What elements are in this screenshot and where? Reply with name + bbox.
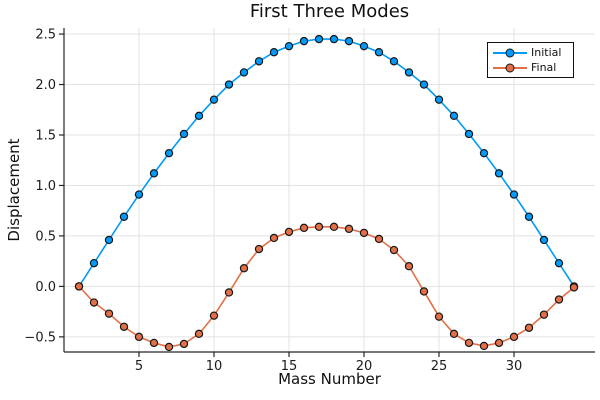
data-point-initial bbox=[539, 235, 549, 245]
legend: Initial Final bbox=[487, 42, 574, 78]
data-point-final bbox=[494, 338, 504, 348]
data-point-initial bbox=[284, 41, 294, 51]
data-point-initial bbox=[239, 68, 249, 77]
data-point-final bbox=[329, 222, 339, 232]
data-point-final bbox=[539, 310, 549, 319]
data-point-initial bbox=[449, 111, 459, 121]
x-axis-label: Mass Number bbox=[278, 370, 381, 388]
legend-marker-final-icon bbox=[493, 61, 527, 74]
legend-label: Initial bbox=[531, 46, 562, 59]
data-point-initial bbox=[374, 48, 384, 57]
data-point-initial bbox=[194, 111, 204, 121]
data-point-initial bbox=[554, 258, 564, 268]
data-point-final bbox=[224, 288, 234, 297]
data-point-final bbox=[164, 342, 174, 352]
data-point-final bbox=[419, 287, 429, 296]
y-tick-label: 0.5 bbox=[35, 229, 56, 244]
y-tick-label: −0.5 bbox=[24, 330, 56, 345]
data-point-final bbox=[104, 309, 114, 318]
data-point-initial bbox=[179, 129, 189, 139]
data-point-initial bbox=[254, 57, 264, 66]
data-point-final bbox=[524, 323, 534, 332]
data-point-initial bbox=[494, 169, 504, 178]
data-point-initial bbox=[344, 36, 354, 46]
data-point-final bbox=[569, 283, 579, 292]
data-point-final bbox=[194, 329, 204, 339]
data-point-initial bbox=[509, 190, 519, 199]
data-point-final bbox=[179, 339, 189, 349]
data-point-initial bbox=[119, 212, 129, 221]
data-point-initial bbox=[134, 190, 144, 199]
data-point-initial bbox=[224, 80, 234, 89]
legend-marker-initial-icon bbox=[493, 46, 527, 59]
data-point-final bbox=[74, 282, 84, 291]
chart-title: First Three Modes bbox=[249, 1, 410, 22]
legend-item-final: Final bbox=[493, 61, 568, 74]
series-line-initial bbox=[78, 38, 575, 287]
data-point-initial bbox=[329, 34, 339, 44]
data-point-final bbox=[209, 311, 219, 320]
x-tick-label: 5 bbox=[135, 359, 143, 374]
data-point-final bbox=[509, 332, 519, 342]
data-point-final bbox=[389, 245, 399, 255]
y-tick-label: 2.5 bbox=[35, 28, 56, 43]
data-point-final bbox=[284, 227, 294, 237]
data-point-initial bbox=[389, 57, 399, 66]
data-point-initial bbox=[89, 258, 99, 268]
data-point-final bbox=[89, 298, 99, 307]
x-tick-label: 15 bbox=[281, 359, 298, 374]
data-point-initial bbox=[359, 41, 369, 51]
data-point-initial bbox=[104, 235, 114, 245]
data-point-final bbox=[344, 224, 354, 234]
data-point-final bbox=[239, 264, 249, 273]
data-point-initial bbox=[164, 148, 174, 158]
data-point-final bbox=[479, 341, 489, 351]
x-tick-label: 10 bbox=[206, 359, 223, 374]
data-point-final bbox=[314, 222, 324, 232]
data-point-initial bbox=[299, 36, 309, 46]
data-point-final bbox=[134, 332, 144, 342]
legend-item-initial: Initial bbox=[493, 46, 568, 59]
y-axis-label: Displacement bbox=[5, 138, 23, 242]
legend-label: Final bbox=[531, 61, 557, 74]
data-point-initial bbox=[464, 129, 474, 139]
data-point-initial bbox=[479, 148, 489, 158]
data-point-final bbox=[254, 244, 264, 254]
y-tick-label: 1.5 bbox=[35, 128, 56, 143]
data-point-initial bbox=[419, 80, 429, 89]
data-point-final bbox=[434, 312, 444, 321]
x-tick-label: 20 bbox=[356, 359, 373, 374]
data-point-final bbox=[299, 223, 309, 233]
data-point-initial bbox=[434, 95, 444, 104]
data-point-final bbox=[359, 228, 369, 238]
data-point-final bbox=[464, 338, 474, 348]
y-tick-label: 0.0 bbox=[35, 280, 56, 295]
data-point-final bbox=[269, 233, 279, 243]
data-point-initial bbox=[269, 48, 279, 57]
data-point-initial bbox=[404, 68, 414, 77]
data-point-final bbox=[374, 234, 384, 244]
data-point-final bbox=[149, 338, 159, 348]
data-point-final bbox=[119, 322, 129, 331]
x-tick-label: 25 bbox=[431, 359, 448, 374]
data-point-initial bbox=[524, 212, 534, 221]
x-tick-label: 30 bbox=[506, 359, 523, 374]
data-point-final bbox=[449, 329, 459, 339]
y-tick-label: 1.0 bbox=[35, 179, 56, 194]
data-point-initial bbox=[209, 95, 219, 104]
y-tick-label: 2.0 bbox=[35, 78, 56, 93]
series-line-final bbox=[78, 226, 575, 348]
data-point-final bbox=[404, 262, 414, 271]
data-point-initial bbox=[149, 169, 159, 178]
data-point-initial bbox=[314, 34, 324, 44]
data-point-final bbox=[554, 295, 564, 304]
